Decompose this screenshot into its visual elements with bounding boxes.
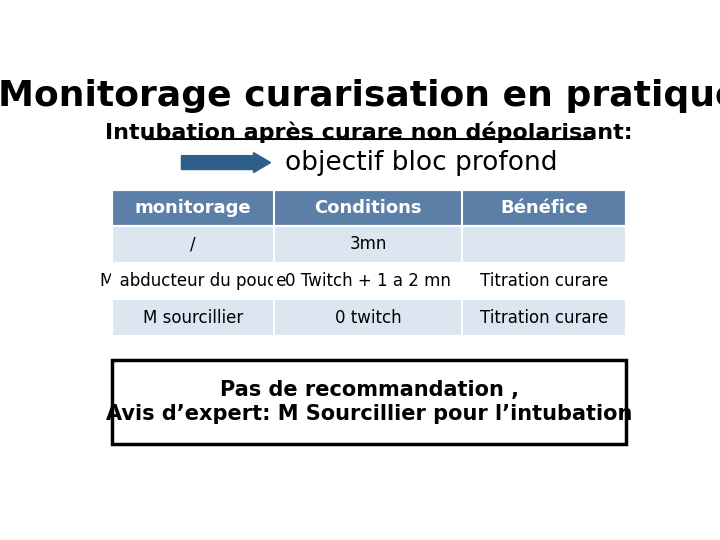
Text: Intubation après curare non dépolarisant:: Intubation après curare non dépolarisant… bbox=[105, 121, 633, 143]
Text: Bénéfice: Bénéfice bbox=[500, 199, 588, 217]
Text: Titration curare: Titration curare bbox=[480, 308, 608, 327]
Bar bbox=[112, 190, 626, 226]
Text: M abducteur du pouce: M abducteur du pouce bbox=[100, 272, 287, 290]
FancyArrow shape bbox=[181, 153, 271, 173]
Text: Titration curare: Titration curare bbox=[480, 272, 608, 290]
Text: M sourcillier: M sourcillier bbox=[143, 308, 243, 327]
Text: 3mn: 3mn bbox=[349, 235, 387, 253]
Text: 0 Twitch + 1 a 2 mn: 0 Twitch + 1 a 2 mn bbox=[285, 272, 451, 290]
Bar bbox=[112, 361, 626, 444]
Text: /: / bbox=[190, 235, 196, 253]
Text: Monitorage curarisation en pratique: Monitorage curarisation en pratique bbox=[0, 79, 720, 113]
Bar bbox=[112, 299, 626, 336]
Bar bbox=[112, 226, 626, 262]
Bar bbox=[112, 262, 626, 299]
Text: Pas de recommandation ,
Avis d’expert: M Sourcillier pour l’intubation: Pas de recommandation , Avis d’expert: M… bbox=[106, 381, 632, 424]
Text: 0 twitch: 0 twitch bbox=[335, 308, 402, 327]
Text: monitorage: monitorage bbox=[135, 199, 251, 217]
Text: objectif bloc profond: objectif bloc profond bbox=[285, 150, 558, 176]
Text: Conditions: Conditions bbox=[315, 199, 422, 217]
